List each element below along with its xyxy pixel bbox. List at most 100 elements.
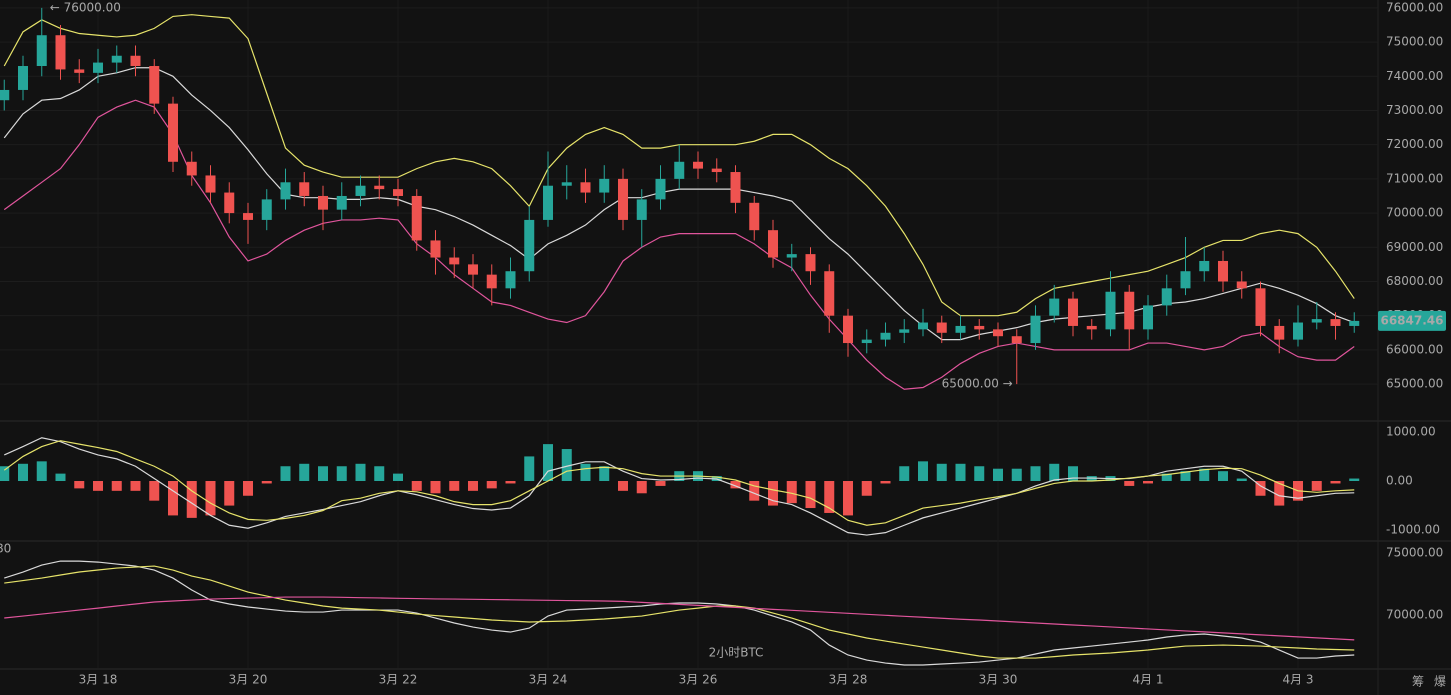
y-tick-label: 75000.00 [1386, 35, 1443, 49]
histogram-bar [1274, 481, 1285, 506]
histogram-bar [918, 461, 928, 481]
histogram-bar [843, 481, 853, 516]
histogram-bar [505, 481, 516, 484]
x-tick-label: 4月 1 [1132, 673, 1163, 687]
candle-body [805, 254, 816, 272]
candle-body [430, 240, 441, 258]
histogram-bar [374, 466, 385, 481]
histogram-bar [1218, 471, 1228, 481]
candle-body [468, 264, 478, 275]
histogram-bar [318, 466, 328, 481]
candle-body [1124, 291, 1135, 330]
histogram-bar [1236, 478, 1247, 481]
x-tick-label: 3月 30 [979, 673, 1018, 687]
y-tick-label: 70000.00 [1386, 608, 1443, 622]
candle-body [355, 185, 366, 196]
histogram-bar [993, 468, 1003, 481]
histogram-bar [730, 481, 741, 489]
histogram-bar [1180, 471, 1191, 481]
candle-body [730, 172, 741, 203]
candle-body [918, 322, 928, 330]
y-tick-label: 65000.00 [1386, 377, 1443, 391]
toolbar-button: 爆 [1434, 675, 1446, 689]
candle-body [318, 195, 328, 210]
candle-body [299, 182, 310, 196]
candle-body [393, 189, 403, 196]
histogram-bar [149, 481, 160, 501]
histogram-bar [1143, 481, 1153, 484]
candle-body [55, 35, 66, 70]
candle-body [861, 339, 872, 344]
candle-body [74, 69, 85, 73]
candle-body [1086, 325, 1097, 330]
histogram-bar [393, 473, 403, 481]
candle-body [111, 55, 122, 63]
histogram-bar [411, 481, 422, 491]
histogram-bar [36, 461, 47, 481]
candle-body [0, 89, 10, 101]
histogram-bar [205, 481, 216, 516]
candle-body [786, 254, 797, 258]
candle-body [1218, 260, 1228, 282]
candle-body [149, 66, 160, 104]
candle-body [824, 271, 835, 316]
histogram-bar [1199, 468, 1210, 481]
histogram-bar [261, 481, 272, 484]
y-tick-label: 69000.00 [1386, 240, 1443, 254]
histogram-bar [449, 481, 460, 491]
y-tick-label: 75000.00 [1386, 546, 1443, 560]
watermark: 2小时BTC [709, 646, 764, 660]
y-tick-label: 73000.00 [1386, 103, 1443, 117]
histogram-bar [1030, 466, 1041, 481]
x-tick-label: 4月 3 [1282, 673, 1313, 687]
last-price-tag [1378, 310, 1446, 331]
candle-body [1236, 281, 1247, 289]
histogram-bar [186, 481, 197, 518]
histogram-bar [861, 481, 872, 496]
x-tick-label: 3月 20 [229, 673, 268, 687]
y-tick-label: 76000.00 [1386, 0, 1443, 14]
candle-body [674, 161, 685, 179]
candle-body [336, 195, 347, 210]
candle-body [1105, 291, 1116, 330]
y-tick-label: 72000.00 [1386, 137, 1443, 151]
candle-body [768, 230, 778, 258]
histogram-bar [111, 481, 122, 491]
candle-body [1049, 298, 1060, 316]
histogram-bar [786, 481, 797, 504]
candle-body [561, 182, 572, 186]
candle-body [1011, 336, 1022, 344]
histogram-bar [1330, 481, 1341, 484]
histogram-bar [955, 463, 966, 481]
indicator-line [3, 440, 1355, 526]
candle-body [618, 178, 628, 220]
indicator-line [4, 596, 1355, 641]
histogram-bar [749, 481, 760, 501]
histogram-bar [430, 481, 441, 494]
histogram-bar [243, 481, 253, 496]
max-price-label: ← 76000.00 [50, 0, 121, 14]
candle-body [93, 62, 103, 73]
indicator-line [4, 560, 1355, 666]
histogram-bar [936, 463, 947, 481]
candle-body [955, 325, 966, 333]
candle-body [1349, 320, 1360, 326]
y-tick-label: 0.00 [1386, 474, 1413, 488]
x-tick-label: 3月 24 [529, 673, 568, 687]
x-tick-label: 3月 28 [829, 673, 868, 687]
candle-body [205, 175, 216, 193]
histogram-bar [1349, 478, 1360, 481]
candle-body [280, 182, 291, 200]
candle-body [1293, 322, 1303, 340]
y-tick-label: 66000.00 [1386, 342, 1443, 356]
histogram-bar [599, 466, 610, 481]
histogram-bar [355, 463, 366, 481]
histogram-bar [168, 481, 178, 516]
histogram-bar [1049, 463, 1060, 481]
candle-body [1311, 319, 1322, 323]
histogram-bar [974, 466, 985, 481]
indicator-label: 80 [0, 542, 11, 556]
histogram-bar [336, 466, 347, 481]
indicator-line [3, 14, 1355, 317]
